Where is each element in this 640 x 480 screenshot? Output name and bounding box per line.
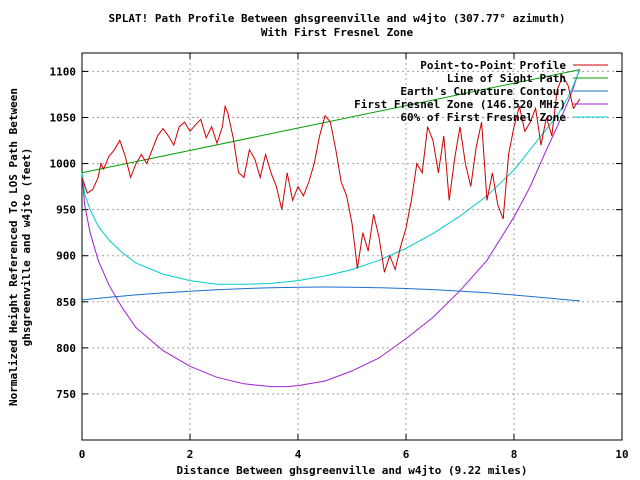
chart-title-line-1: SPLAT! Path Profile Between ghsgreenvill…	[109, 12, 566, 25]
y-tick-label: 900	[56, 250, 76, 263]
x-tick-label: 4	[295, 448, 302, 461]
legend-label: Point-to-Point Profile	[420, 59, 566, 72]
x-tick-label: 10	[615, 448, 628, 461]
chart-title-line-2: With First Fresnel Zone	[261, 26, 414, 39]
legend-label: Earth's Curvature Contour	[400, 85, 566, 98]
legend-label: Line of Sight Path	[447, 72, 566, 85]
y-axis-label-line-1: Normalized Height Referenced To LOS Path…	[7, 88, 20, 406]
y-tick-label: 1050	[50, 112, 77, 125]
axis-ticks: 0 2 4 6 8 10 750 800 850 900 950 1000 1050 1100	[50, 53, 629, 461]
x-tick-label: 0	[79, 448, 86, 461]
series-lines	[81, 69, 581, 388]
legend-label: 60% of First Fresnel Zone	[400, 111, 566, 124]
y-axis-label-line-2: ghsgreenville and w4jto (feet)	[20, 148, 33, 347]
series-line-1	[81, 69, 581, 174]
y-tick-label: 1000	[50, 158, 77, 171]
legend-label: First Fresnel Zone (146.520 MHz)	[354, 98, 566, 111]
y-tick-label: 850	[56, 296, 76, 309]
grid	[82, 53, 622, 440]
x-axis-label: Distance Between ghsgreenville and w4jto…	[177, 464, 528, 477]
series-line-2	[81, 286, 580, 302]
x-tick-label: 8	[511, 448, 518, 461]
x-tick-label: 2	[187, 448, 194, 461]
series-line-4	[81, 69, 581, 285]
x-tick-label: 6	[403, 448, 410, 461]
series-line-0	[81, 74, 581, 273]
series-line-3	[81, 69, 581, 388]
y-tick-label: 800	[56, 342, 76, 355]
y-tick-label: 750	[56, 388, 76, 401]
y-tick-label: 950	[56, 204, 76, 217]
plot-frame	[81, 52, 623, 441]
y-tick-label: 1100	[50, 65, 77, 78]
